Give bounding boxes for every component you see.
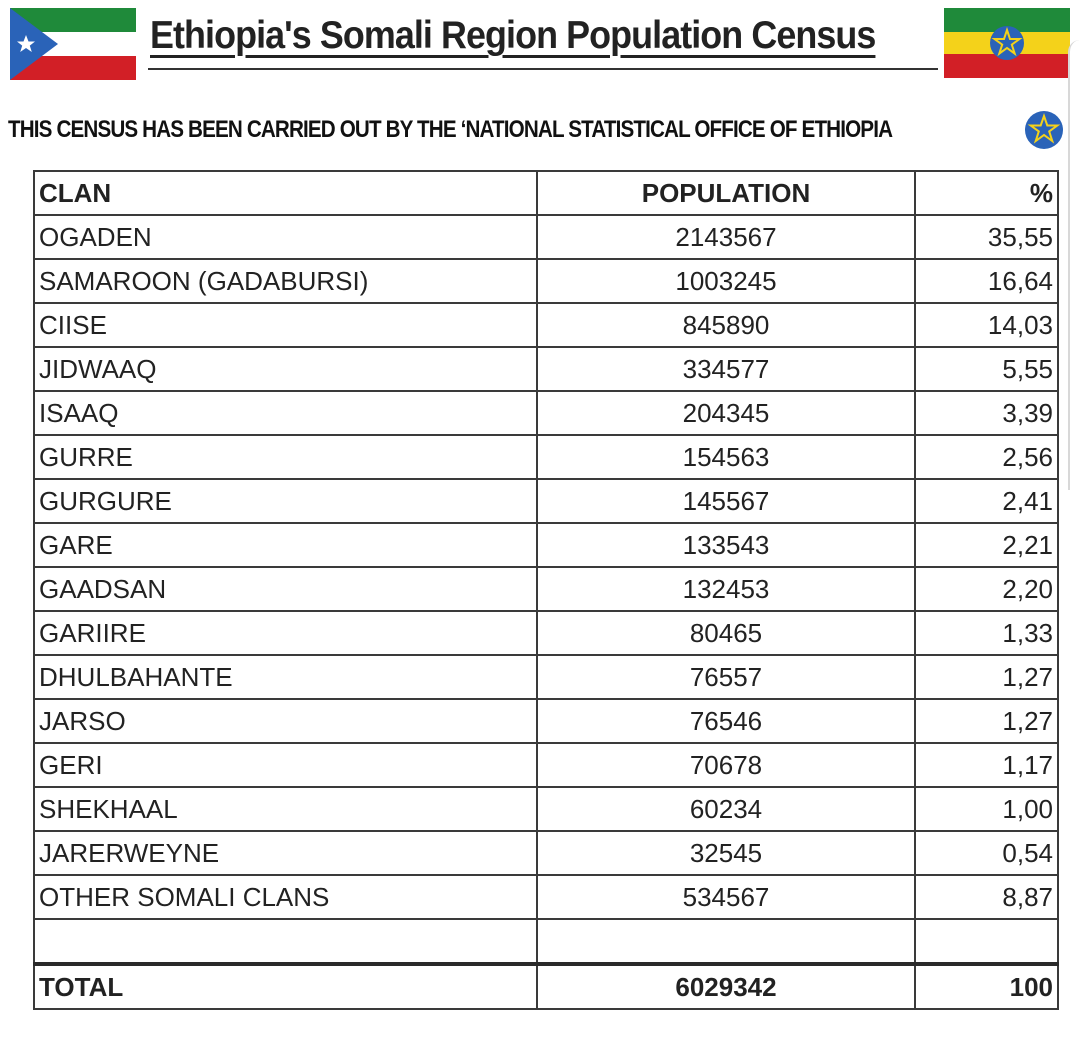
clan-cell: DHULBAHANTE — [33, 654, 538, 700]
clan-cell: GURGURE — [33, 478, 538, 524]
total-row: TOTAL 6029342 100 — [33, 962, 1059, 1010]
table-row: OGADEN 2143567 35,55 — [33, 214, 1059, 260]
percent-cell: 1,33 — [914, 610, 1059, 656]
clan-cell: CIISE — [33, 302, 538, 348]
percent-cell: 1,27 — [914, 654, 1059, 700]
table-row: GERI 70678 1,17 — [33, 742, 1059, 788]
population-cell: 534567 — [536, 874, 916, 920]
somali-region-flag-icon — [10, 8, 136, 80]
clan-cell: JIDWAAQ — [33, 346, 538, 392]
percent-cell: 5,55 — [914, 346, 1059, 392]
title-divider — [148, 68, 938, 70]
percent-cell: 35,55 — [914, 214, 1059, 260]
table-row: SHEKHAAL 60234 1,00 — [33, 786, 1059, 832]
census-table: CLAN POPULATION % OGADEN 2143567 35,55 SAM… — [33, 170, 1059, 1010]
table-row: DHULBAHANTE 76557 1,27 — [33, 654, 1059, 700]
clan-cell: GARE — [33, 522, 538, 568]
total-percent: 100 — [914, 962, 1059, 1010]
table-row: GARIIRE 80465 1,33 — [33, 610, 1059, 656]
population-cell: 70678 — [536, 742, 916, 788]
scroll-edge — [1068, 40, 1079, 490]
column-header-percent: % — [914, 170, 1059, 216]
page-title: Ethiopia's Somali Region Population Cens… — [150, 14, 876, 57]
table-header-row: CLAN POPULATION % — [33, 170, 1059, 216]
total-label: TOTAL — [33, 962, 538, 1010]
table-row: GURRE 154563 2,56 — [33, 434, 1059, 480]
clan-cell: SAMAROON (GADABURSI) — [33, 258, 538, 304]
column-header-population: POPULATION — [536, 170, 916, 216]
table-row: JARSO 76546 1,27 — [33, 698, 1059, 744]
clan-cell: GURRE — [33, 434, 538, 480]
population-cell: 80465 — [536, 610, 916, 656]
blank-cell — [536, 918, 916, 965]
percent-cell: 8,87 — [914, 874, 1059, 920]
ethiopia-emblem-icon — [1025, 111, 1063, 149]
population-cell: 154563 — [536, 434, 916, 480]
population-cell: 76557 — [536, 654, 916, 700]
population-cell: 845890 — [536, 302, 916, 348]
table-row: SAMAROON (GADABURSI) 1003245 16,64 — [33, 258, 1059, 304]
clan-cell: GARIIRE — [33, 610, 538, 656]
percent-cell: 3,39 — [914, 390, 1059, 436]
percent-cell: 2,20 — [914, 566, 1059, 612]
table-row: CIISE 845890 14,03 — [33, 302, 1059, 348]
clan-cell: OGADEN — [33, 214, 538, 260]
percent-cell: 14,03 — [914, 302, 1059, 348]
table-row: GURGURE 145567 2,41 — [33, 478, 1059, 524]
population-cell: 133543 — [536, 522, 916, 568]
clan-cell: JARSO — [33, 698, 538, 744]
percent-cell: 1,17 — [914, 742, 1059, 788]
population-cell: 76546 — [536, 698, 916, 744]
blank-cell — [914, 918, 1059, 965]
percent-cell: 2,41 — [914, 478, 1059, 524]
table-row: JARERWEYNE 32545 0,54 — [33, 830, 1059, 876]
clan-cell: GERI — [33, 742, 538, 788]
population-cell: 1003245 — [536, 258, 916, 304]
percent-cell: 1,27 — [914, 698, 1059, 744]
clan-cell: ISAAQ — [33, 390, 538, 436]
population-cell: 145567 — [536, 478, 916, 524]
blank-cell — [33, 918, 538, 965]
column-header-clan: CLAN — [33, 170, 538, 216]
clan-cell: SHEKHAAL — [33, 786, 538, 832]
total-population: 6029342 — [536, 962, 916, 1010]
population-cell: 60234 — [536, 786, 916, 832]
table-row: OTHER SOMALI CLANS 534567 8,87 — [33, 874, 1059, 920]
population-cell: 334577 — [536, 346, 916, 392]
table-row: ISAAQ 204345 3,39 — [33, 390, 1059, 436]
percent-cell: 1,00 — [914, 786, 1059, 832]
percent-cell: 16,64 — [914, 258, 1059, 304]
percent-cell: 2,21 — [914, 522, 1059, 568]
census-source-note: THIS CENSUS HAS BEEN CARRIED OUT BY THE … — [8, 116, 893, 143]
population-cell: 32545 — [536, 830, 916, 876]
ethiopia-flag-icon — [944, 8, 1070, 78]
table-row: GARE 133543 2,21 — [33, 522, 1059, 568]
percent-cell: 2,56 — [914, 434, 1059, 480]
clan-cell: JARERWEYNE — [33, 830, 538, 876]
population-cell: 132453 — [536, 566, 916, 612]
blank-row — [33, 918, 1059, 965]
percent-cell: 0,54 — [914, 830, 1059, 876]
population-cell: 204345 — [536, 390, 916, 436]
table-row: GAADSAN 132453 2,20 — [33, 566, 1059, 612]
clan-cell: GAADSAN — [33, 566, 538, 612]
population-cell: 2143567 — [536, 214, 916, 260]
clan-cell: OTHER SOMALI CLANS — [33, 874, 538, 920]
table-row: JIDWAAQ 334577 5,55 — [33, 346, 1059, 392]
